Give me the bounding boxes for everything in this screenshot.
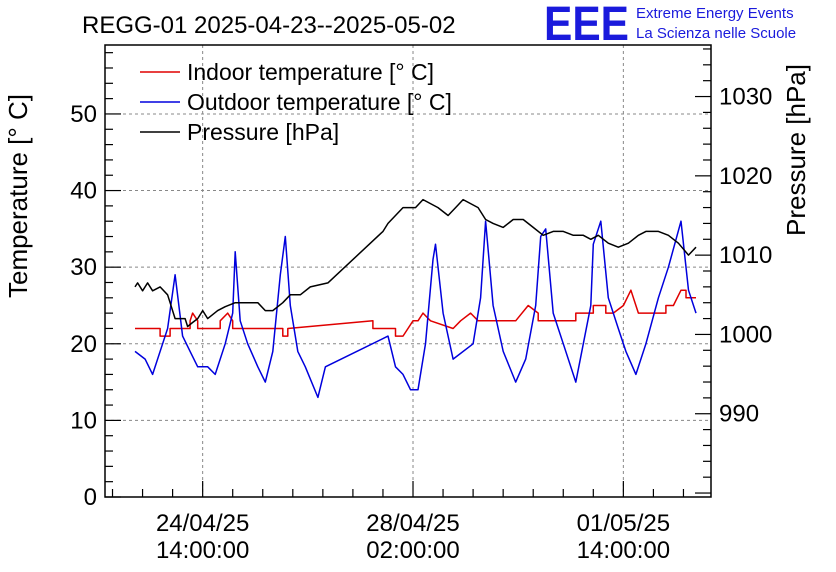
y2-axis-label: Pressure [hPa] (781, 64, 811, 236)
y-tick-label: 0 (84, 484, 97, 511)
y2-tick-label: 1000 (719, 321, 772, 348)
series-line-1 (134, 220, 697, 399)
legend-label-2: Pressure [hPa] (187, 119, 339, 145)
x-tick-label-time: 14:00:00 (577, 537, 670, 564)
y-tick-label: 20 (70, 331, 97, 358)
x-tick-label-date: 24/04/25 (156, 510, 249, 537)
y2-tick-label: 1020 (719, 163, 772, 190)
logo-line1: Extreme Energy Events (636, 5, 794, 22)
logo-mark: EEE (544, 0, 629, 51)
axes: 01020304050990100010101020103024/04/2514… (70, 48, 772, 564)
x-tick-label-date: 28/04/25 (366, 510, 459, 537)
logo-line2: La Scienza nelle Scuole (636, 25, 796, 42)
series-layer (134, 198, 697, 399)
x-tick-label-date: 01/05/25 (577, 510, 670, 537)
y2-tick-label: 1030 (719, 84, 772, 111)
legend: Indoor temperature [° C] Outdoor temperat… (140, 59, 452, 145)
y-tick-label: 10 (70, 407, 97, 434)
chart-title: REGG-01 2025-04-23--2025-05-02 (82, 12, 456, 39)
x-tick-label-time: 02:00:00 (366, 537, 459, 564)
y-tick-label: 30 (70, 254, 97, 281)
legend-label-0: Indoor temperature [° C] (187, 59, 434, 85)
legend-label-1: Outdoor temperature [° C] (187, 89, 452, 115)
y-tick-label: 40 (70, 178, 97, 205)
y2-tick-label: 1010 (719, 242, 772, 269)
y-axis-label: Temperature [° C] (3, 94, 33, 298)
y2-tick-label: 990 (719, 401, 759, 428)
series-line-2 (134, 198, 697, 328)
series-line-0 (135, 289, 696, 337)
eee-logo: EEE Extreme Energy Events La Scienza nel… (544, 0, 796, 51)
x-tick-label-time: 14:00:00 (156, 537, 249, 564)
y-tick-label: 50 (70, 101, 97, 128)
